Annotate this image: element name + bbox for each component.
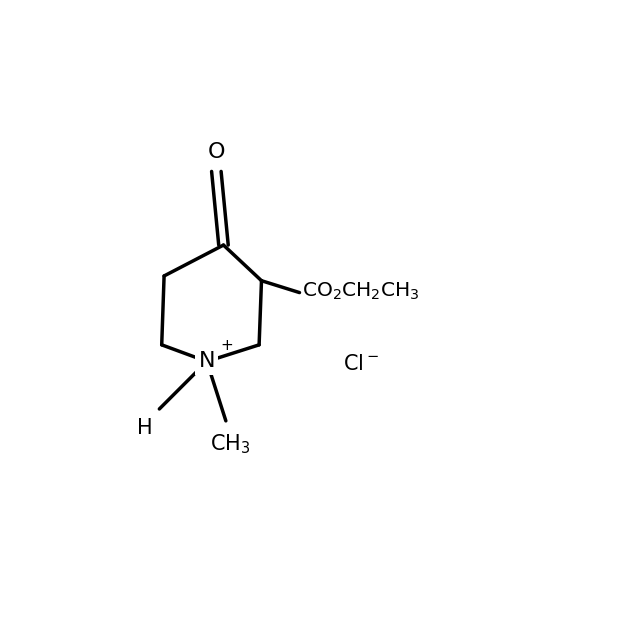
Text: CO$_2$CH$_2$CH$_3$: CO$_2$CH$_2$CH$_3$ (302, 281, 420, 302)
Text: +: + (220, 338, 233, 353)
Text: Cl$^-$: Cl$^-$ (343, 354, 380, 374)
Text: N: N (198, 352, 215, 371)
Text: O: O (207, 142, 225, 162)
Text: CH$_3$: CH$_3$ (211, 433, 251, 457)
Text: H: H (137, 418, 153, 438)
